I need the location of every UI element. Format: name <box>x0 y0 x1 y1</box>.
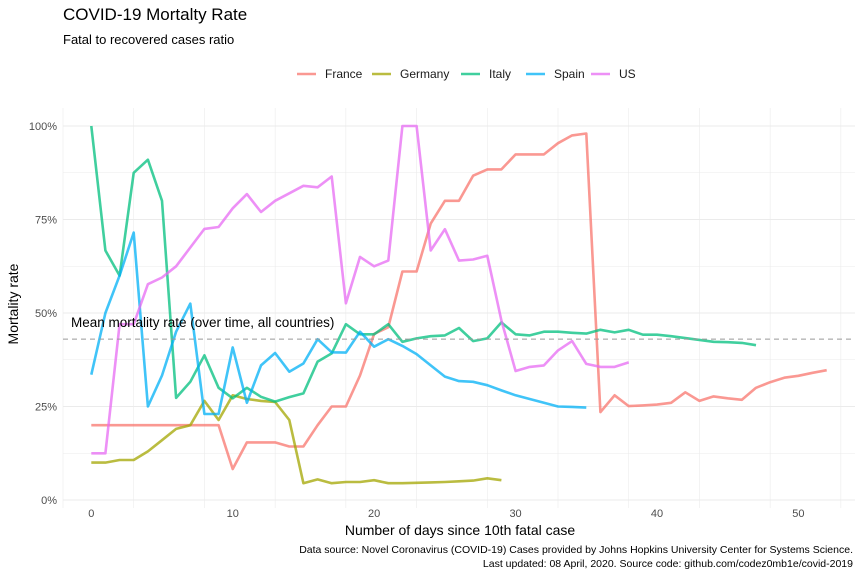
caption-updated: Last updated: 08 April, 2020. Source cod… <box>483 558 853 570</box>
mean-line-label: Mean mortality rate (over time, all coun… <box>71 315 334 330</box>
series-line-germany <box>91 393 502 485</box>
x-tick-label: 0 <box>88 508 94 520</box>
legend-label-spain: Spain <box>554 67 585 81</box>
x-tick-label: 10 <box>227 508 239 520</box>
legend-label-france: France <box>325 67 363 81</box>
legend: France Germany Italy Spain US <box>297 67 636 81</box>
legend-item-italy: Italy <box>461 67 511 81</box>
y-tick-labels: 0% 25% 50% 75% 100% <box>29 121 57 507</box>
series-line-france <box>91 132 827 471</box>
x-tick-label: 30 <box>509 508 521 520</box>
chart-subtitle: Fatal to recovered cases ratio <box>63 32 234 47</box>
series-line-italy <box>90 125 757 403</box>
x-tick-label: 20 <box>368 508 380 520</box>
x-tick-label: 50 <box>792 508 804 520</box>
y-tick-label: 100% <box>29 121 57 133</box>
legend-item-france: France <box>297 67 363 81</box>
legend-label-germany: Germany <box>400 67 449 81</box>
x-axis-title: Number of days since 10th fatal case <box>345 522 576 538</box>
caption-source: Data source: Novel Coronavirus (COVID-19… <box>299 544 853 556</box>
chart-title: COVID-19 Mortalty Rate <box>63 5 247 24</box>
series-lines <box>90 124 827 485</box>
legend-item-us: US <box>591 67 636 81</box>
x-tick-labels: 0 10 20 30 40 50 <box>88 508 804 520</box>
y-tick-label: 50% <box>35 308 57 320</box>
x-tick-label: 40 <box>651 508 663 520</box>
y-tick-label: 0% <box>41 495 57 507</box>
legend-label-italy: Italy <box>489 67 511 81</box>
gridlines <box>62 108 855 508</box>
y-tick-label: 75% <box>35 215 57 227</box>
y-tick-label: 25% <box>35 402 57 414</box>
mean-line-group: Mean mortality rate (over time, all coun… <box>63 315 855 340</box>
legend-label-us: US <box>619 67 636 81</box>
legend-item-spain: Spain <box>526 67 585 81</box>
series-line-us <box>91 124 630 455</box>
legend-item-germany: Germany <box>372 67 449 81</box>
y-axis-title: Mortality rate <box>5 263 21 344</box>
